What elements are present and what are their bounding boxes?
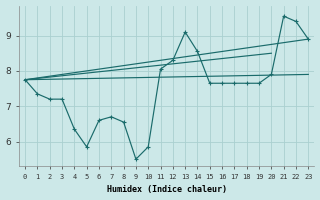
X-axis label: Humidex (Indice chaleur): Humidex (Indice chaleur) (107, 185, 227, 194)
